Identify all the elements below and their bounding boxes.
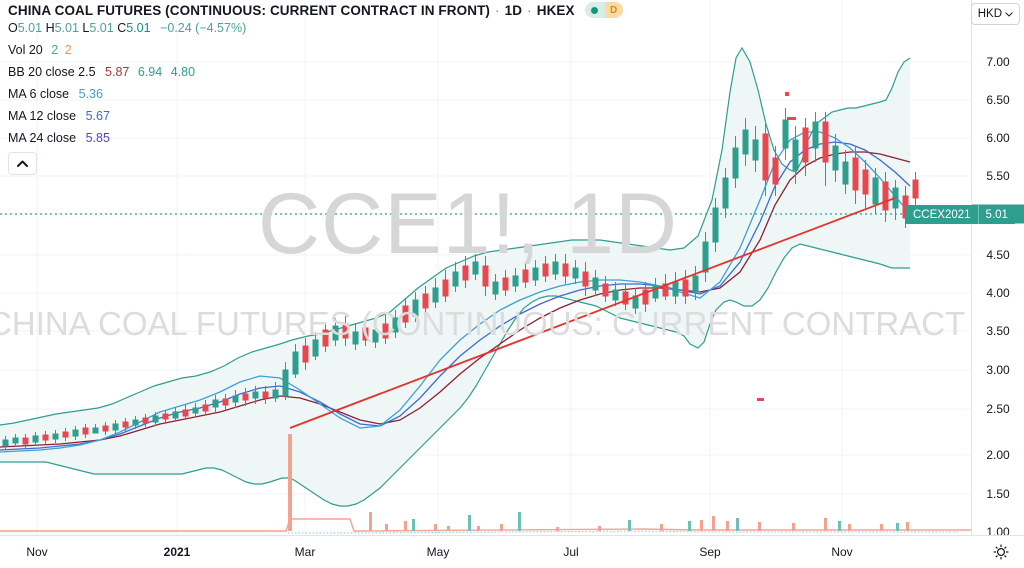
indicator-ma24-label: MA 24 close xyxy=(8,131,77,145)
chart-canvas xyxy=(0,0,972,536)
low-key: L xyxy=(82,21,90,35)
low-value: 5.01 xyxy=(89,21,114,35)
legend-title-row[interactable]: CHINA COAL FUTURES (CONTINUOUS: CURRENT … xyxy=(8,2,623,18)
chart-settings-button[interactable] xyxy=(992,543,1010,561)
time-tick: May xyxy=(426,545,450,559)
indicator-bollinger-upper: 6.94 xyxy=(137,65,163,79)
market-status-badge[interactable]: D xyxy=(584,2,623,18)
price-tick: 2.00 xyxy=(986,448,1010,462)
time-tick: Nov xyxy=(26,545,48,559)
indicator-bollinger-label: BB 20 close 2.5 xyxy=(8,65,96,79)
price-axis[interactable]: 7.00 6.50 6.00 5.50 5.01 4.50 4.00 3.50 … xyxy=(971,0,1024,539)
symbol-title[interactable]: CHINA COAL FUTURES (CONTINUOUS: CURRENT … xyxy=(8,2,491,18)
chevron-up-icon xyxy=(17,160,28,167)
interval-label[interactable]: 1D xyxy=(504,2,523,18)
price-tick: 5.50 xyxy=(986,169,1010,183)
time-axis[interactable]: Nov 2021 Mar May Jul Sep Nov xyxy=(0,535,1024,568)
delayed-data-label: D xyxy=(604,2,623,18)
price-tick: 3.50 xyxy=(986,324,1010,338)
title-separator-1: · xyxy=(495,2,500,18)
price-tick: 4.00 xyxy=(986,286,1010,300)
indicator-ma6-value: 5.36 xyxy=(78,87,103,101)
indicator-volume-value-2: 2 xyxy=(64,43,72,57)
open-value: 5.01 xyxy=(17,21,43,35)
price-tick: 2.50 xyxy=(986,402,1010,416)
close-key: C xyxy=(117,21,127,35)
close-value: 5.01 xyxy=(126,21,151,35)
ma6-line xyxy=(0,131,911,453)
ohlc-row: O5.01 H5.01 L5.01 C5.01 −0.24 (−4.57%) xyxy=(8,21,623,35)
price-tick: 6.00 xyxy=(986,131,1010,145)
market-open-dot-icon xyxy=(591,6,599,14)
open-key: O xyxy=(8,21,18,35)
title-separator-2: · xyxy=(527,2,532,18)
indicator-volume-label: Vol 20 xyxy=(8,43,43,57)
high-value: 5.01 xyxy=(54,21,79,35)
currency-selector-button[interactable]: HKD xyxy=(970,3,1020,25)
indicator-volume-value-1: 2 xyxy=(51,43,59,57)
price-tag-value: 5.01 xyxy=(977,205,1015,224)
price-tick: 4.50 xyxy=(986,248,1010,262)
time-tick: Nov xyxy=(831,545,853,559)
indicator-ma12[interactable]: MA 12 close 5.67 xyxy=(8,109,623,123)
indicator-bollinger-basis: 5.87 xyxy=(105,65,130,79)
high-key: H xyxy=(45,21,55,35)
indicator-ma6[interactable]: MA 6 close 5.36 xyxy=(8,87,623,101)
time-tick: Jul xyxy=(563,545,579,559)
market-open-dot-wrap xyxy=(584,2,605,18)
time-tick: 2021 xyxy=(163,545,191,559)
price-tick: 3.00 xyxy=(986,363,1010,377)
trend-line xyxy=(289,197,896,429)
chevron-down-icon xyxy=(1005,11,1013,16)
time-tick: Mar xyxy=(294,545,316,559)
volume-series xyxy=(0,434,972,534)
currency-label: HKD xyxy=(977,8,1002,20)
ma12-line xyxy=(0,141,911,451)
price-tag-symbol: CCEX2021 xyxy=(906,205,978,224)
bollinger-lower-band xyxy=(0,243,910,507)
indicator-bollinger[interactable]: BB 20 close 2.5 5.87 6.94 4.80 xyxy=(8,65,623,79)
indicator-ma12-value: 5.67 xyxy=(85,109,110,123)
exchange-label[interactable]: HKEX xyxy=(536,2,575,18)
gear-icon xyxy=(993,544,1009,560)
legend-collapse-button[interactable] xyxy=(8,152,37,175)
chart-legend: CHINA COAL FUTURES (CONTINUOUS: CURRENT … xyxy=(8,2,623,175)
indicator-ma24[interactable]: MA 24 close 5.85 xyxy=(8,131,623,145)
candlestick-series xyxy=(2,92,919,450)
indicator-ma12-label: MA 12 close xyxy=(8,109,77,123)
ma24-line xyxy=(0,151,911,448)
price-tick: 6.50 xyxy=(986,93,1010,107)
time-tick: Sep xyxy=(699,545,721,559)
indicator-ma24-value: 5.85 xyxy=(85,131,110,145)
indicator-bollinger-lower: 4.80 xyxy=(170,65,196,79)
indicator-ma6-label: MA 6 close xyxy=(8,87,70,101)
price-tick: 7.00 xyxy=(986,55,1010,69)
price-tag[interactable]: CCEX2021 5.01 xyxy=(906,205,1015,224)
price-tick: 1.50 xyxy=(986,487,1010,501)
indicator-volume[interactable]: Vol 20 2 2 xyxy=(8,43,623,57)
change-value: −0.24 (−4.57%) xyxy=(160,21,247,35)
